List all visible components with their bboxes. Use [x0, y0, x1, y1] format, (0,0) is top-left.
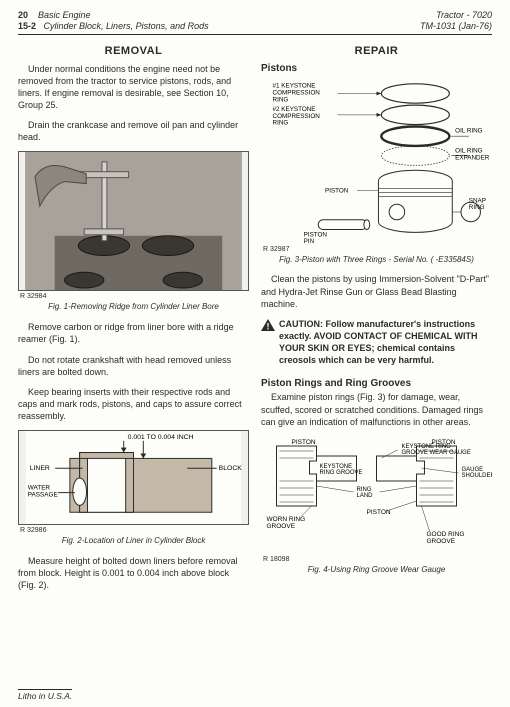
figure-3: #1 KEYSTONE COMPRESSION RING #2 KEYSTONE… — [261, 76, 492, 246]
svg-text:PISTON: PISTON — [367, 509, 391, 516]
fig4-id: R 18098 — [263, 556, 492, 563]
figure-2: 0.001 TO 0.004 INCH LINER BLOCK WATER PA… — [18, 430, 249, 525]
removal-p1: Under normal conditions the engine need … — [18, 63, 249, 112]
header-right-1: Tractor - 7020 — [436, 10, 492, 21]
repair-p1: Clean the pistons by using Immersion-Sol… — [261, 273, 492, 309]
fig2-block-label: BLOCK — [219, 465, 243, 472]
svg-text:RING GROOVE: RING GROOVE — [320, 470, 363, 476]
header-rule — [18, 34, 492, 35]
svg-text:PIN: PIN — [304, 238, 315, 245]
pistons-subhead: Pistons — [261, 63, 492, 74]
svg-text:OIL RING: OIL RING — [455, 127, 483, 134]
figure-1 — [18, 151, 249, 291]
fig1-id: R 32984 — [20, 293, 249, 300]
rings-subhead: Piston Rings and Ring Grooves — [261, 378, 492, 389]
fig2-dim-label: 0.001 TO 0.004 INCH — [128, 434, 194, 441]
header-title-2: Cylinder Block, Liners, Pistons, and Rod… — [44, 21, 209, 31]
fig4-caption: Fig. 4-Using Ring Groove Wear Gauge — [261, 565, 492, 576]
svg-text:LAND: LAND — [357, 493, 374, 499]
removal-p6: Measure height of bolted down liners bef… — [18, 555, 249, 591]
removal-p5: Keep bearing inserts with their respecti… — [18, 386, 249, 422]
svg-text:WORN RING: WORN RING — [267, 516, 306, 523]
header-right-2: TM-1031 (Jan-76) — [420, 21, 492, 32]
removal-p3: Remove carbon or ridge from liner bore w… — [18, 321, 249, 345]
section-number: 15-2 — [18, 21, 36, 31]
svg-text:SHOULDER: SHOULDER — [462, 473, 493, 479]
fig2-id: R 32986 — [20, 527, 249, 534]
fig3-id: R 32987 — [263, 246, 492, 253]
svg-text:GROOVE WEAR GAUGE: GROOVE WEAR GAUGE — [402, 450, 471, 456]
svg-text:RING: RING — [273, 96, 289, 103]
figure-4: PISTON PISTON KEYSTONE RING GROOVE KEYST… — [261, 436, 492, 556]
fig2-water-label-2: PASSAGE — [28, 492, 58, 499]
fig1-caption: Fig. 1-Removing Ridge from Cylinder Line… — [18, 302, 249, 313]
removal-title: REMOVAL — [18, 45, 249, 57]
removal-p2: Drain the crankcase and remove oil pan a… — [18, 119, 249, 143]
caution-icon: ! — [261, 319, 275, 331]
header-title-1: Basic Engine — [38, 10, 91, 20]
svg-text:GROOVE: GROOVE — [267, 523, 296, 530]
svg-text:RING: RING — [273, 119, 289, 126]
svg-text:EXPANDER: EXPANDER — [455, 154, 490, 161]
svg-text:PISTON: PISTON — [325, 187, 349, 194]
fig3-caption: Fig. 3-Piston with Three Rings - Serial … — [261, 255, 492, 266]
svg-text:!: ! — [267, 321, 270, 331]
caution-text: CAUTION: Follow manufacturer's instructi… — [279, 318, 492, 367]
svg-text:RING: RING — [469, 204, 485, 211]
repair-title: REPAIR — [261, 45, 492, 57]
svg-text:GROOVE: GROOVE — [427, 538, 456, 545]
footer-litho: Litho in U.S.A. — [18, 689, 72, 701]
removal-p4: Do not rotate crankshaft with head remov… — [18, 354, 249, 378]
repair-p2: Examine piston rings (Fig. 3) for damage… — [261, 391, 492, 427]
page-number: 20 — [18, 10, 28, 20]
svg-text:GOOD RING: GOOD RING — [427, 531, 465, 538]
svg-text:PISTON: PISTON — [292, 439, 316, 446]
fig2-caption: Fig. 2-Location of Liner in Cylinder Blo… — [18, 536, 249, 547]
fig2-liner-label: LINER — [30, 465, 50, 472]
